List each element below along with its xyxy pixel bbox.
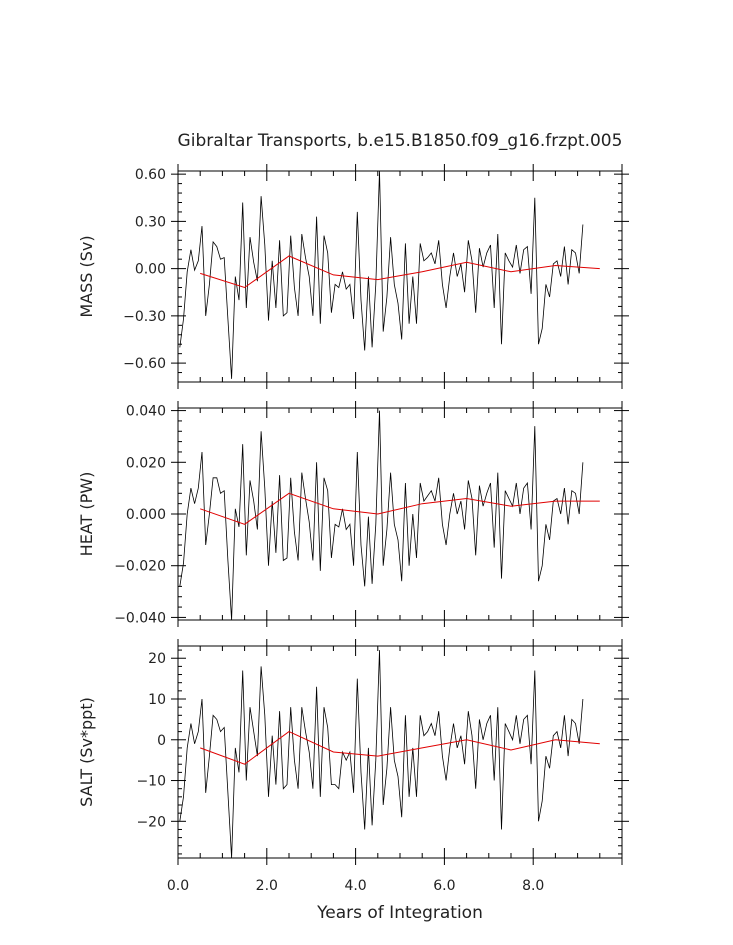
y-tick-label: 0.000	[126, 507, 166, 523]
monthly-series-line	[179, 650, 584, 859]
x-tick-label: 4.0	[344, 878, 366, 894]
y-tick-label: −10	[136, 774, 166, 790]
y-tick-label: −0.60	[123, 356, 166, 372]
y-tick-label: 0.040	[126, 404, 166, 420]
x-tick-label: 2.0	[256, 878, 278, 894]
y-tick-label: 0.020	[126, 455, 166, 471]
y-tick-label: 0.00	[135, 262, 166, 278]
x-tick-label: 8.0	[522, 878, 544, 894]
x-tick-label: 0.0	[167, 878, 189, 894]
y-axis-label: SALT (Sv*ppt)	[77, 697, 96, 807]
x-tick-label: 6.0	[433, 878, 455, 894]
monthly-series-line	[179, 410, 584, 621]
y-tick-label: 10	[148, 692, 166, 708]
plot-frame	[177, 170, 623, 383]
chart-title: Gibraltar Transports, b.e15.B1850.f09_g1…	[178, 131, 623, 151]
y-tick-label: 0.30	[135, 214, 166, 230]
annual-mean-series-line	[200, 492, 600, 525]
monthly-series-line	[179, 170, 584, 379]
y-tick-label: 20	[148, 651, 166, 667]
y-tick-label: −0.30	[123, 309, 166, 325]
y-tick-label: 0	[157, 733, 166, 749]
y-axis-label: HEAT (PW)	[77, 472, 96, 557]
annual-mean-series-line	[200, 255, 600, 289]
y-tick-label: −0.020	[114, 559, 166, 575]
x-axis-label: Years of Integration	[316, 903, 483, 923]
y-axis-label: MASS (Sv)	[77, 235, 96, 317]
y-tick-label: 0.60	[135, 167, 166, 183]
y-tick-label: −20	[136, 814, 166, 830]
y-tick-label: −0.040	[114, 610, 166, 626]
heat-panel: −0.040 −0.020 0.000 0.020 0.040 HEAT (PW)	[77, 401, 629, 627]
annual-mean-series-line	[200, 731, 600, 765]
mass-panel: −0.60 −0.30 0.00 0.30 0.60 MASS (Sv)	[77, 164, 629, 389]
x-tick-labels: 0.0 2.0 4.0 6.0 8.0	[167, 878, 544, 894]
salt-panel: −20 −10 0 10 20 SALT (Sv*ppt)	[77, 639, 629, 865]
